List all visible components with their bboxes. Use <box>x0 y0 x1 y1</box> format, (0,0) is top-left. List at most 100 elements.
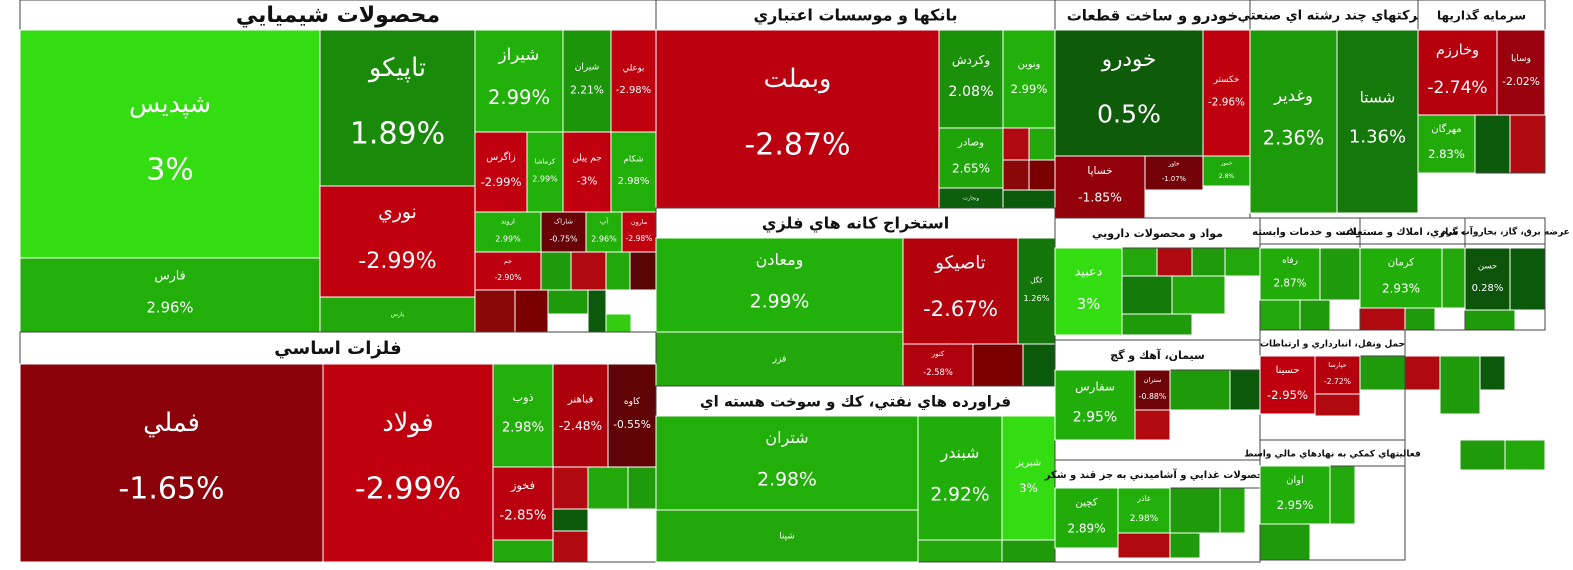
tile: شيران 2.21% <box>562 29 612 133</box>
tile-labels: شستا 1.36% <box>1349 89 1406 148</box>
tile-change: 1.36% <box>1349 127 1406 148</box>
sector-title: زراعت و خدمات وابسته <box>1252 227 1368 238</box>
tile-labels: وتجارت <box>963 196 980 202</box>
tile-labels: تاپيكو 1.89% <box>350 53 445 152</box>
tile-rect <box>526 131 564 213</box>
filler-tile <box>1259 299 1301 331</box>
tile-labels: شپديس 3% <box>129 89 211 188</box>
tile-rect <box>474 211 542 253</box>
filler-tile <box>1001 539 1056 563</box>
tile-change: 3% <box>146 153 194 188</box>
filler-tile <box>1509 114 1546 174</box>
tile-name: شپديس <box>129 89 211 119</box>
tile-change: 1.26% <box>1023 293 1049 303</box>
tile-labels: حپارسا -2.72% <box>1324 361 1351 386</box>
tile-name: فباهنر <box>567 394 594 406</box>
tile-labels: وغدير 2.36% <box>1263 86 1324 150</box>
tile-rect <box>319 29 476 187</box>
tile-rect <box>1496 29 1546 116</box>
filler-tile <box>1219 487 1246 534</box>
tile-change: 2.99% <box>1011 82 1048 96</box>
sector-header <box>1259 329 1406 357</box>
tile-change: 2.95% <box>1073 410 1117 426</box>
filler-tile <box>1002 189 1056 209</box>
tile-name: خودرو <box>1101 47 1157 72</box>
tile: خكستر -2.96% <box>1202 29 1251 157</box>
tile: وغدير 2.36% <box>1249 29 1338 214</box>
tile: شكام 2.98% <box>610 131 657 213</box>
tile: اروند 2.99% <box>474 211 542 253</box>
sector-title: فلزات اساسي <box>274 338 401 359</box>
tile: وسايا -2.02% <box>1496 29 1546 116</box>
filler-tile <box>972 343 1024 387</box>
tile-labels: فباهنر -2.48% <box>559 394 602 433</box>
sector-header <box>1464 217 1546 245</box>
tile-rect <box>1117 487 1171 534</box>
tile-change: -2.95% <box>1267 388 1308 402</box>
sector-title: حمل ونقل، انبارداري و ارتباطات <box>1260 340 1405 350</box>
sector-title: محصولات غذايي و آشاميدني به جز قند و شكر <box>1044 468 1271 481</box>
tile-rect <box>474 251 542 291</box>
tile-change: 0.28% <box>1472 283 1504 294</box>
tile-labels: كگل 1.26% <box>1023 275 1049 303</box>
tile-rect <box>902 237 1019 345</box>
tile: ونوين 2.99% <box>1002 29 1056 129</box>
tile-name: جم <box>504 257 512 265</box>
tile-name: خاور <box>1168 162 1180 168</box>
tile-name: آپ <box>600 217 609 226</box>
tile-change: -0.55% <box>613 418 651 431</box>
tile-change: 2.65% <box>952 161 990 175</box>
tile-name: جم پيلن <box>572 154 602 164</box>
filler-tile <box>1028 127 1056 161</box>
sector-title: سرمايه گذاريها <box>1437 9 1526 23</box>
tile-rect <box>1259 465 1331 525</box>
filler-tile <box>1229 369 1261 411</box>
tile-change: -0.88% <box>1139 392 1166 401</box>
filler-tile <box>1117 532 1171 559</box>
tile: تاصيكو -2.67% <box>902 237 1019 345</box>
filler-tile <box>1002 159 1030 191</box>
filler-tile <box>1022 343 1056 387</box>
tile: فزر <box>655 331 904 387</box>
tile-change: -2.87% <box>744 128 850 163</box>
tile-labels: فملي -1.65% <box>118 408 224 507</box>
tile-labels: تاصيكو -2.67% <box>923 252 998 321</box>
tile-rect <box>938 127 1004 189</box>
tile-labels: پارس <box>391 311 405 318</box>
tile-change: 2.89% <box>1067 521 1105 535</box>
filler-tile <box>1121 275 1173 315</box>
filler-tile <box>1404 355 1441 391</box>
tile: وخارزم -2.74% <box>1417 29 1498 116</box>
filler-tile <box>1224 247 1261 277</box>
tile-rect <box>492 466 554 541</box>
tile-name: كاوه <box>624 397 641 407</box>
tile-labels: شيراز 2.99% <box>488 45 550 109</box>
tile: مارون -2.98% <box>621 211 657 253</box>
tile-rect <box>1417 29 1498 116</box>
tile-change: -2.99% <box>358 248 437 274</box>
sector-header <box>19 0 657 31</box>
tile: وصادر 2.65% <box>938 127 1004 189</box>
tile-rect <box>562 131 612 213</box>
filler-tile <box>1509 247 1546 311</box>
tile-name: خمور <box>1220 161 1232 167</box>
filler-tile <box>1464 309 1516 331</box>
tile-rect <box>655 237 904 333</box>
tile-labels: حسينا -2.95% <box>1267 365 1308 402</box>
tile: بوعلي -2.98% <box>610 29 657 133</box>
sector-header <box>1359 217 1466 245</box>
tile-rect <box>1202 155 1251 187</box>
tile-labels: ذوب 2.98% <box>502 390 544 435</box>
tile-name: نوري <box>378 201 417 223</box>
tile-change: 2.99% <box>532 175 558 184</box>
tile-name: ستران <box>1144 376 1162 384</box>
tile-rect <box>19 363 324 563</box>
tile-name: شبندر <box>940 443 980 463</box>
tile-name: كگل <box>1030 275 1043 284</box>
tile: ستران -0.88% <box>1134 369 1171 411</box>
filler-tile <box>1359 307 1406 331</box>
tile-labels: وكردش 2.08% <box>948 53 993 100</box>
tile-labels: بوعلي -2.98% <box>616 64 651 97</box>
tile-name: وتجارت <box>963 196 980 202</box>
tile-change: 3% <box>1077 295 1101 313</box>
